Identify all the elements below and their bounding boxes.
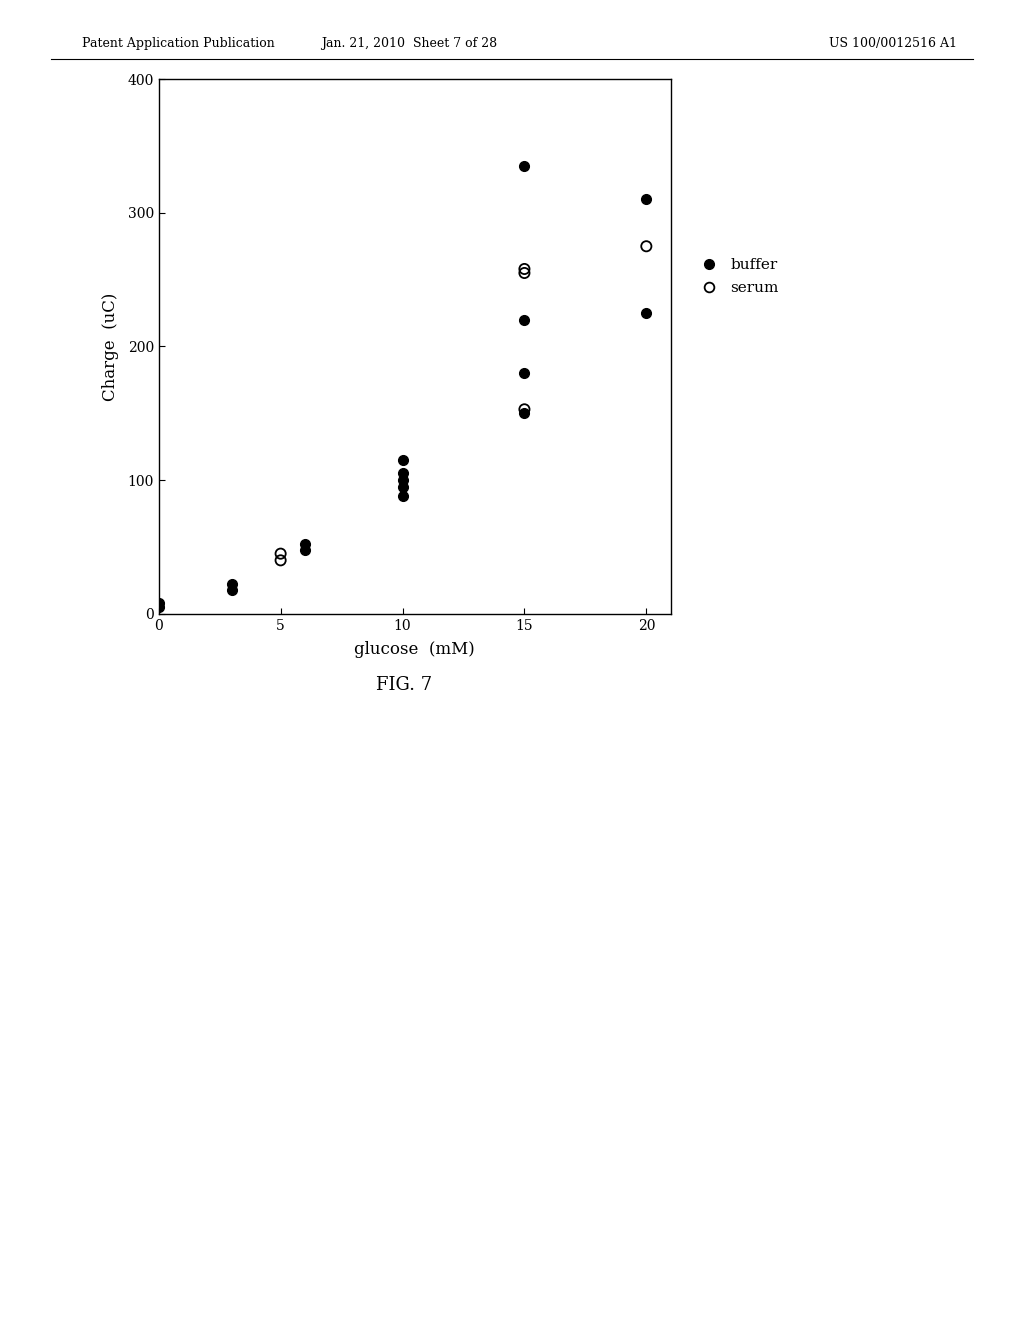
- serum: [516, 259, 532, 280]
- Y-axis label: Charge  (uC): Charge (uC): [102, 292, 119, 401]
- buffer: [394, 477, 411, 498]
- buffer: [394, 463, 411, 484]
- buffer: [394, 470, 411, 491]
- buffer: [516, 403, 532, 424]
- buffer: [297, 533, 313, 554]
- buffer: [516, 363, 532, 384]
- buffer: [516, 309, 532, 330]
- buffer: [151, 597, 167, 618]
- Text: Jan. 21, 2010  Sheet 7 of 28: Jan. 21, 2010 Sheet 7 of 28: [322, 37, 498, 50]
- serum: [516, 263, 532, 284]
- serum: [516, 399, 532, 420]
- Text: US 100/0012516 A1: US 100/0012516 A1: [829, 37, 957, 50]
- buffer: [297, 539, 313, 560]
- serum: [638, 236, 654, 257]
- X-axis label: glucose  (mM): glucose (mM): [354, 642, 475, 657]
- buffer: [638, 189, 654, 210]
- buffer: [151, 593, 167, 614]
- Text: Patent Application Publication: Patent Application Publication: [82, 37, 274, 50]
- serum: [272, 549, 289, 570]
- buffer: [394, 486, 411, 507]
- buffer: [223, 579, 240, 601]
- serum: [272, 543, 289, 564]
- Legend: buffer, serum: buffer, serum: [693, 257, 779, 296]
- Text: FIG. 7: FIG. 7: [377, 676, 432, 694]
- buffer: [638, 302, 654, 323]
- buffer: [223, 574, 240, 595]
- buffer: [516, 156, 532, 177]
- buffer: [394, 450, 411, 471]
